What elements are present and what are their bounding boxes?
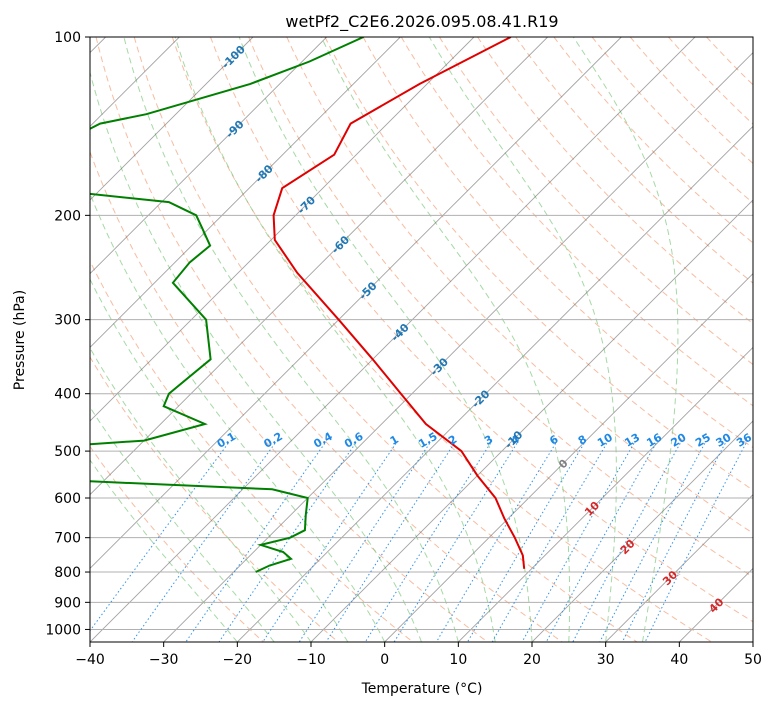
isotherm-line	[90, 37, 327, 275]
y-tick-label: 900	[54, 595, 81, 611]
y-tick-label: 400	[54, 387, 81, 403]
dry-adiabat-line	[90, 150, 488, 642]
moist-adiabat-line	[123, 37, 459, 642]
mixing-ratio-line	[185, 443, 326, 642]
mixing-ratio-line	[621, 443, 726, 642]
isotherm-line	[90, 37, 696, 642]
isotherm-line	[90, 37, 475, 422]
isotherm-line	[237, 125, 753, 642]
x-tick-label: −20	[223, 652, 253, 668]
isotherms	[90, 37, 753, 642]
y-tick-label: 700	[54, 531, 81, 547]
isotherm-line	[90, 37, 254, 201]
dewpoint-profile-line	[90, 37, 364, 573]
mixing-ratio-line	[467, 443, 585, 642]
y-tick-label: 600	[54, 491, 81, 507]
dry-adiabat-line	[90, 445, 264, 642]
moist-adiabat-line	[174, 37, 496, 642]
dry-adiabat-line	[95, 37, 563, 642]
y-tick-label: 200	[54, 208, 81, 224]
y-tick-label: 500	[54, 444, 81, 460]
temperature-profile-line	[272, 37, 526, 569]
plot-area: 0.1 0.2 0.4 0.6 1 1.5 2 3 4 6 8 10 13 16 20 25 30 36-100-…	[90, 37, 754, 642]
moist-adiabat-line	[90, 459, 238, 642]
moist-adiabat-line	[238, 37, 533, 642]
mixing-ratio-line	[90, 442, 229, 632]
moist-adiabat-line	[90, 406, 275, 642]
dry-adiabat-line	[90, 356, 339, 642]
isotherm-line	[90, 37, 548, 496]
y-tick-label: 300	[54, 313, 81, 329]
isotherm-line	[163, 52, 753, 642]
moist-adiabat-line	[320, 37, 571, 642]
mixing-ratio-line	[572, 443, 681, 642]
isotherm-line	[458, 346, 753, 642]
dry-adiabat-line	[438, 37, 753, 366]
chart-title: wetPf2_C2E6.2026.095.08.41.R19	[285, 12, 558, 32]
y-tick-label: 800	[54, 565, 81, 581]
x-tick-label: 30	[597, 652, 615, 668]
isotherm-line	[605, 494, 753, 642]
x-tick-label: −10	[296, 652, 326, 668]
dry-adiabat-line	[171, 37, 712, 642]
isotherm-line	[90, 37, 622, 569]
x-tick-label: −30	[149, 652, 179, 668]
isotherm-line	[310, 199, 753, 642]
x-tick-label: 20	[523, 652, 541, 668]
x-tick-label: 50	[744, 652, 762, 668]
moist-adiabat-line	[90, 192, 386, 642]
mixing-ratio-line	[325, 443, 455, 642]
mixing-ratio-line	[491, 443, 608, 642]
moist-adiabat-line	[90, 70, 422, 642]
dry-adiabats	[90, 37, 753, 642]
mixing-ratio-line	[521, 443, 635, 642]
x-axis-label: Temperature (°C)	[361, 681, 483, 697]
y-tick-label: 1000	[45, 622, 81, 638]
mixing-ratio-line	[644, 443, 747, 642]
mixing-ratio-line	[545, 443, 657, 642]
y-tick-label: 100	[54, 30, 81, 46]
isotherm-line	[531, 420, 753, 642]
plot-frame	[89, 36, 754, 643]
moist-adiabat-line	[572, 37, 679, 642]
x-tick-label: −40	[75, 652, 105, 668]
dry-adiabat-line	[324, 37, 753, 491]
isotherm-line	[384, 273, 753, 642]
x-tick-label: 10	[449, 652, 467, 668]
x-tick-label: 0	[380, 652, 389, 668]
mixing-ratio-label: 36	[734, 431, 754, 450]
dry-adiabat-line	[133, 37, 638, 642]
y-axis-label: Pressure (hPa)	[12, 290, 28, 390]
dry-adiabat-line	[210, 37, 753, 623]
mixing-ratio-line	[393, 443, 518, 642]
pressure-gridlines	[90, 37, 753, 630]
x-tick-label: 40	[670, 652, 688, 668]
mixing-ratio-line	[298, 443, 431, 642]
axis-ticks: −40 −30 −20 −10 0 10 20 30 40 50 100 200 300 400 500 60…	[45, 30, 762, 668]
dry-adiabat-line	[477, 37, 753, 325]
moist-adiabat-line	[428, 37, 617, 642]
isotherm-line	[90, 37, 401, 348]
profiles	[90, 37, 526, 573]
dry-adiabat-line	[248, 37, 753, 578]
